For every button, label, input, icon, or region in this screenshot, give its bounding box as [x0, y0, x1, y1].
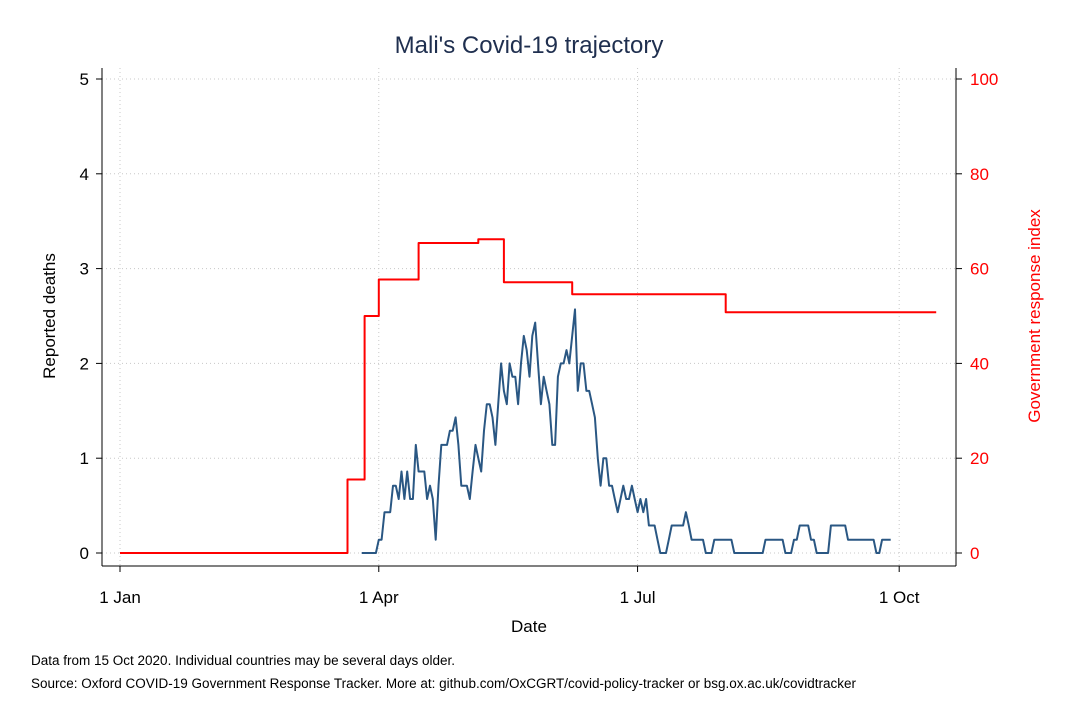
- right-tick-label-5: 100: [970, 70, 998, 89]
- right-tick-label-2: 40: [970, 354, 989, 373]
- x-tick-label-3: 1 Oct: [879, 588, 920, 607]
- grid-lines: [102, 68, 956, 566]
- source-note: Source: Oxford COVID-19 Government Respo…: [31, 676, 857, 691]
- left-tick-label-1: 1: [80, 449, 89, 468]
- reported-deaths-line: [361, 308, 891, 554]
- x-tick-label-0: 1 Jan: [99, 588, 141, 607]
- right-tick-label-1: 20: [970, 449, 989, 468]
- left-tick-label-3: 3: [80, 260, 89, 279]
- left-axis-title: Reported deaths: [40, 253, 59, 379]
- response-index-line: [120, 238, 937, 554]
- left-tick-label-2: 2: [80, 354, 89, 373]
- left-tick-label-5: 5: [80, 70, 89, 89]
- x-axis-title: Date: [511, 617, 547, 636]
- x-tick-label-1: 1 Apr: [359, 588, 399, 607]
- right-tick-label-4: 80: [970, 165, 989, 184]
- series-lines: [120, 238, 937, 554]
- chart-title: Mali's Covid-19 trajectory: [395, 32, 664, 59]
- left-tick-label-0: 0: [80, 544, 89, 563]
- data-date-note: Data from 15 Oct 2020. Individual countr…: [31, 653, 455, 668]
- x-tick-label-2: 1 Jul: [620, 588, 656, 607]
- right-tick-label-3: 60: [970, 260, 989, 279]
- axes: 0 1 2 3 4 5 0 20 40 60 80 100 1 Jan 1 Apr 1 Jul 1 Oct: [80, 68, 998, 607]
- right-axis-title: Government response index: [1025, 209, 1044, 423]
- right-tick-label-0: 0: [970, 544, 979, 563]
- left-tick-label-4: 4: [80, 165, 89, 184]
